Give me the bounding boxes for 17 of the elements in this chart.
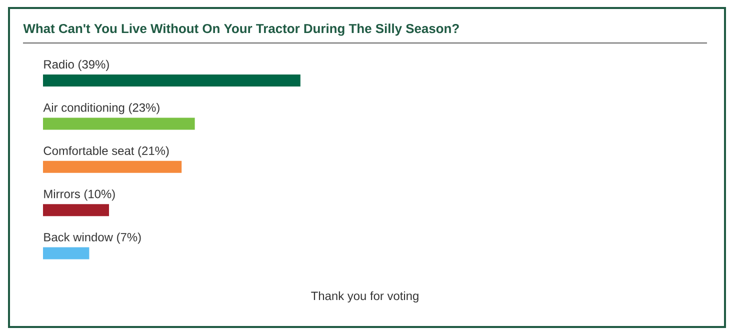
bar xyxy=(43,74,300,86)
data-label: (10%) xyxy=(84,189,115,201)
text: Thank you for voting xyxy=(311,291,418,302)
y-tick-label: Back window xyxy=(44,232,113,242)
bar xyxy=(43,204,110,216)
data-label: (21%) xyxy=(138,146,169,158)
bar xyxy=(43,160,182,173)
bar xyxy=(43,247,90,260)
chart-title: What Can't You Live Without On Your Tractor During The Silly Season? xyxy=(23,24,459,36)
data-label: (39%) xyxy=(78,60,109,71)
y-tick-label: Radio xyxy=(44,60,74,69)
y-tick-label: Mirrors xyxy=(44,189,80,198)
bar xyxy=(43,118,195,130)
y-tick-label: Air conditioning xyxy=(43,103,124,114)
data-label: (7%) xyxy=(117,232,141,244)
y-tick-label: Comfortable seat xyxy=(44,146,134,156)
data-label: (23%) xyxy=(129,103,160,114)
